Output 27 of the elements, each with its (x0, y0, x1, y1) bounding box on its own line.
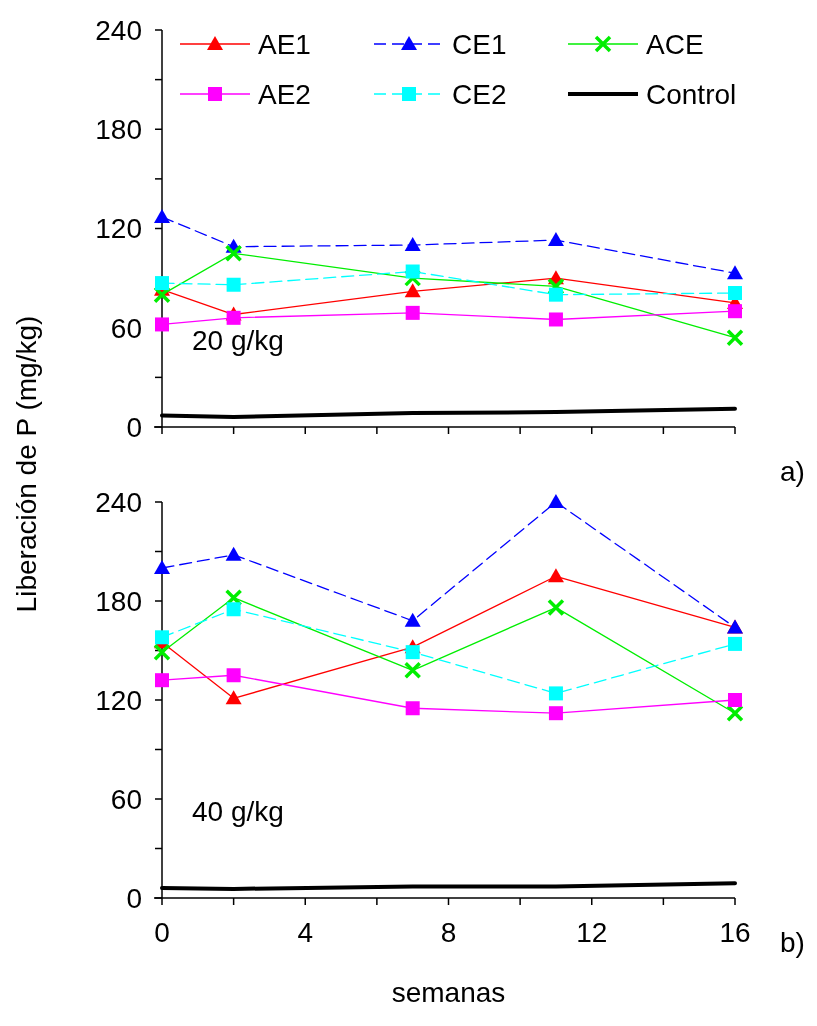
y-tick-label: 60 (110, 312, 142, 344)
y-tick-label: 240 (95, 486, 142, 518)
x-tick-label: 16 (719, 917, 751, 948)
y-tick-label: 0 (126, 882, 142, 914)
text: a) (780, 456, 805, 487)
legend-label: ACE (646, 28, 704, 60)
y-tick-label: 60 (110, 783, 142, 815)
y-tick-label: 180 (95, 114, 142, 146)
y-tick-label: 0 (126, 411, 142, 443)
legend-label: Control (646, 78, 737, 110)
y-tick-label: 120 (95, 213, 142, 245)
legend-label: CE2 (452, 78, 507, 110)
x-axis-title: semanas (391, 977, 506, 1008)
x-tick-label: 4 (297, 917, 314, 948)
y-axis-title: Liberación de P (mg/kg) (11, 315, 42, 613)
legend-label: AE1 (258, 28, 311, 60)
x-tick-label: 0 (154, 917, 170, 948)
legend-label: AE2 (258, 78, 311, 110)
annotation: 40 g/kg (192, 796, 284, 827)
text: b) (780, 927, 805, 958)
x-tick-label: 12 (576, 917, 608, 948)
x-tick-label: 8 (440, 917, 457, 948)
y-tick-label: 240 (95, 14, 142, 46)
y-tick-label: 120 (95, 684, 142, 716)
legend-label: CE1 (452, 28, 507, 60)
y-tick-label: 180 (95, 585, 142, 617)
annotation: 20 g/kg (192, 325, 284, 356)
